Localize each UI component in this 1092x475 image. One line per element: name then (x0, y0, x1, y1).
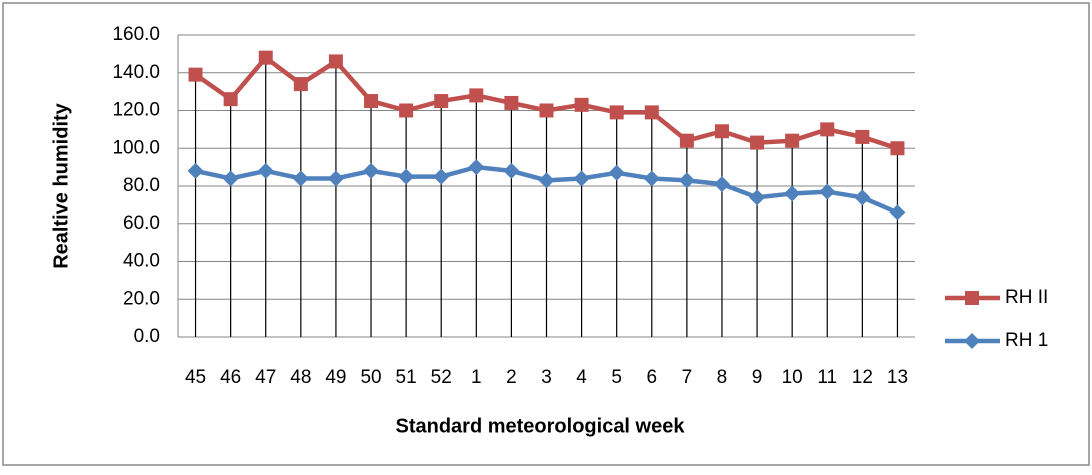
marker (643, 170, 660, 187)
x-tick-label: 2 (506, 367, 517, 388)
marker (187, 162, 204, 179)
marker (328, 54, 343, 69)
marker (573, 170, 590, 187)
marker (609, 105, 624, 120)
x-tick-label: 11 (817, 367, 837, 388)
marker (364, 94, 379, 109)
marker (222, 170, 239, 187)
marker (434, 94, 449, 109)
x-tick-label: 3 (541, 367, 552, 388)
marker (504, 95, 519, 110)
x-tick-label: 48 (290, 367, 311, 388)
x-tick-label: 52 (431, 367, 452, 388)
marker (433, 168, 450, 185)
marker (785, 133, 800, 148)
x-tick-label: 47 (255, 367, 276, 388)
marker (188, 67, 203, 82)
marker (503, 162, 520, 179)
marker (820, 122, 835, 137)
marker (678, 172, 695, 189)
x-tick-label: 8 (717, 367, 728, 388)
x-tick-label: 9 (752, 367, 763, 388)
marker (608, 164, 625, 181)
x-tick-label: 45 (185, 367, 206, 388)
x-tick-label: 4 (576, 367, 587, 388)
y-tick-label: 80.0 (123, 175, 160, 196)
y-tick-label: 60.0 (123, 213, 160, 234)
marker (258, 50, 273, 65)
x-tick-label: 7 (682, 367, 693, 388)
marker (539, 103, 554, 118)
marker (257, 162, 274, 179)
marker (399, 103, 414, 118)
y-tick-label: 0.0 (134, 326, 160, 347)
marker (293, 77, 308, 92)
marker (855, 129, 870, 144)
x-tick-label: 50 (360, 367, 381, 388)
x-tick-label: 1 (471, 367, 482, 388)
marker (750, 135, 765, 150)
legend-label: RH II (1005, 287, 1048, 308)
marker (679, 133, 694, 148)
legend-marker (965, 291, 979, 305)
x-tick-label: 49 (325, 367, 346, 388)
marker (223, 92, 238, 107)
marker (398, 168, 415, 185)
legend-label: RH 1 (1005, 330, 1048, 351)
marker (468, 159, 485, 176)
marker (749, 189, 766, 206)
marker (574, 97, 589, 112)
marker (469, 88, 484, 103)
legend-marker (964, 333, 980, 349)
marker (644, 105, 659, 120)
x-tick-label: 5 (611, 367, 622, 388)
x-axis-title: Standard meteorological week (396, 415, 686, 437)
y-tick-label: 20.0 (123, 288, 160, 309)
marker (890, 141, 905, 156)
x-tick-label: 13 (887, 367, 908, 388)
x-tick-label: 6 (646, 367, 657, 388)
marker (854, 189, 871, 206)
marker (363, 162, 380, 179)
marker (538, 172, 555, 189)
x-tick-label: 10 (782, 367, 803, 388)
y-tick-label: 40.0 (123, 251, 160, 272)
y-tick-label: 100.0 (112, 137, 160, 158)
marker (784, 185, 801, 202)
x-tick-label: 51 (396, 367, 417, 388)
x-tick-label: 46 (220, 367, 241, 388)
marker (713, 176, 730, 193)
y-tick-label: 140.0 (112, 62, 160, 83)
marker (819, 183, 836, 200)
marker (889, 204, 906, 221)
y-tick-label: 160.0 (112, 24, 160, 45)
marker (292, 170, 309, 187)
marker (327, 170, 344, 187)
x-tick-label: 12 (852, 367, 873, 388)
y-axis-title: Realtive humidity (50, 102, 72, 268)
marker (714, 124, 729, 139)
y-tick-label: 120.0 (112, 100, 160, 121)
